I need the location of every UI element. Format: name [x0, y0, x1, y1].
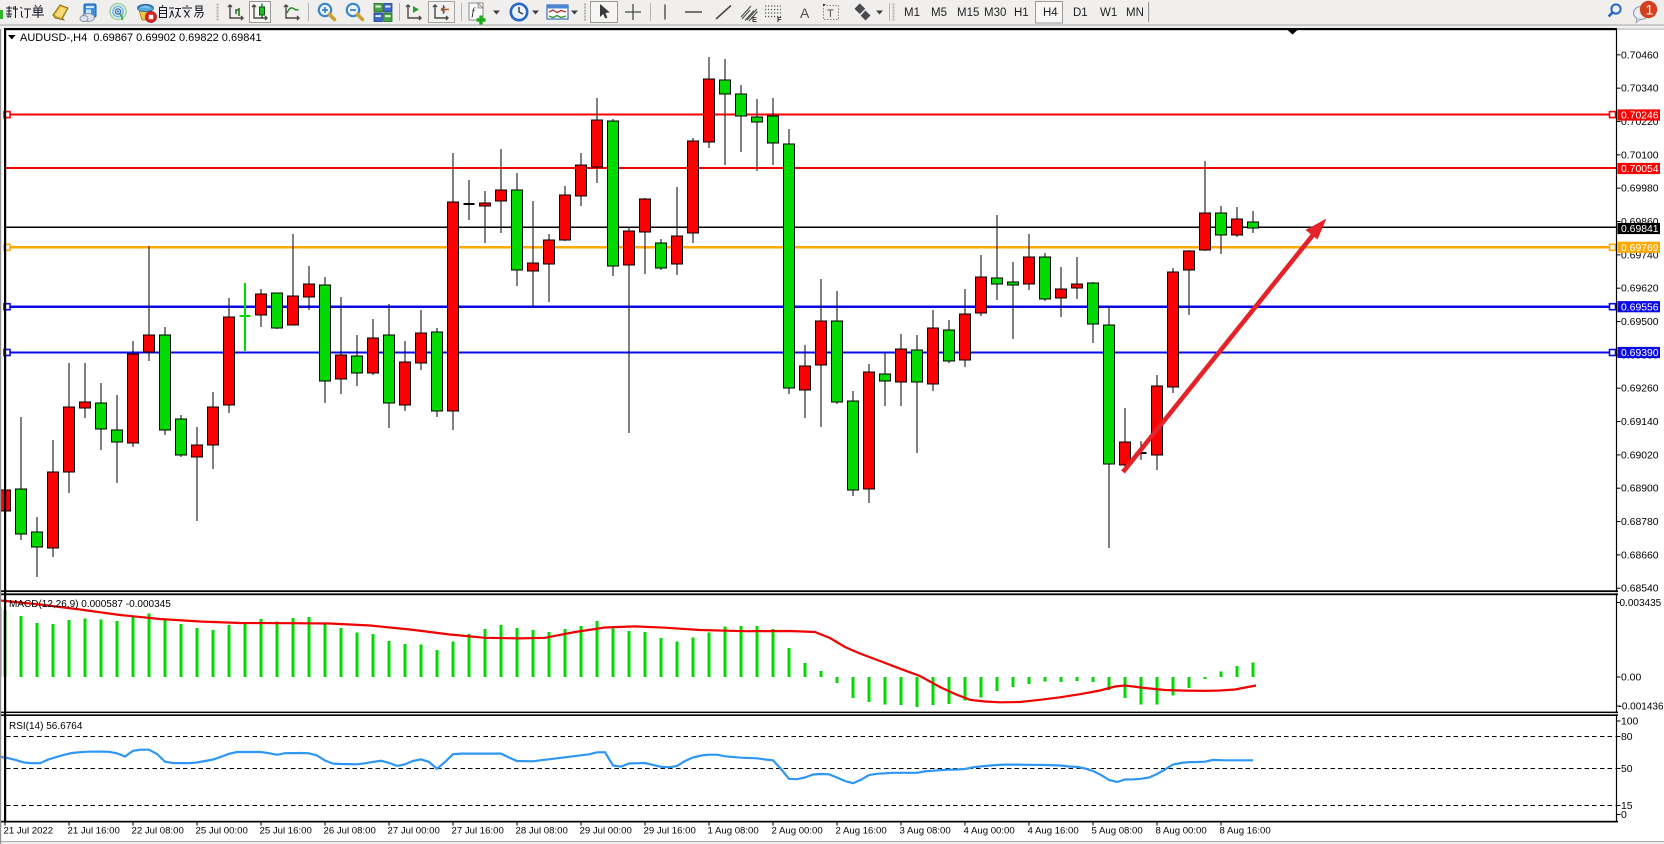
svg-text:26 Jul 08:00: 26 Jul 08:00 [324, 826, 376, 837]
svg-text:H4: H4 [1043, 7, 1058, 19]
svg-text:0.70460: 0.70460 [1621, 50, 1659, 61]
svg-text:4 Aug 00:00: 4 Aug 00:00 [964, 826, 1015, 837]
svg-text:8 Aug 16:00: 8 Aug 16:00 [1220, 826, 1271, 837]
svg-text:0.70246: 0.70246 [1621, 111, 1659, 122]
svg-text:25 Jul 00:00: 25 Jul 00:00 [196, 826, 248, 837]
svg-text:2 Aug 00:00: 2 Aug 00:00 [772, 826, 823, 837]
svg-text:22 Jul 08:00: 22 Jul 08:00 [132, 826, 184, 837]
svg-text:0.69620: 0.69620 [1621, 284, 1659, 295]
svg-text:AUDUSD-,H4 0.69867 0.69902 0.: AUDUSD-,H4 0.69867 0.69902 0.69822 0.698… [20, 32, 262, 44]
svg-text:15: 15 [1621, 801, 1633, 812]
svg-text:0.69841: 0.69841 [1621, 224, 1659, 235]
svg-text:M5: M5 [931, 7, 947, 19]
svg-text:F: F [777, 15, 782, 24]
svg-text:0.68540: 0.68540 [1621, 584, 1659, 595]
svg-text:0.69769: 0.69769 [1621, 243, 1659, 254]
svg-text:8 Aug 00:00: 8 Aug 00:00 [1156, 826, 1207, 837]
svg-text:0.69980: 0.69980 [1621, 184, 1659, 195]
svg-text:27 Jul 16:00: 27 Jul 16:00 [452, 826, 504, 837]
svg-text:M15: M15 [957, 7, 979, 19]
svg-text:0.69740: 0.69740 [1621, 250, 1659, 261]
svg-text:T: T [827, 8, 834, 20]
svg-text:MACD(12,26,9) 0.000587 -0.0003: MACD(12,26,9) 0.000587 -0.000345 [9, 599, 171, 610]
svg-text:0.68780: 0.68780 [1621, 517, 1659, 528]
svg-text:0.69556: 0.69556 [1621, 302, 1659, 313]
svg-text:1 Aug 08:00: 1 Aug 08:00 [708, 826, 759, 837]
svg-text:29 Jul 16:00: 29 Jul 16:00 [644, 826, 696, 837]
svg-text:1: 1 [1646, 2, 1654, 18]
svg-text:0.70100: 0.70100 [1621, 150, 1659, 161]
svg-text:E: E [752, 15, 757, 24]
svg-text:D1: D1 [1073, 7, 1088, 19]
svg-text:A: A [800, 5, 810, 21]
svg-text:4 Aug 16:00: 4 Aug 16:00 [1028, 826, 1079, 837]
svg-text:5 Aug 08:00: 5 Aug 08:00 [1092, 826, 1143, 837]
svg-text:0: 0 [1621, 810, 1627, 821]
svg-text:MN: MN [1126, 7, 1144, 19]
svg-text:80: 80 [1621, 732, 1633, 743]
svg-text:M1: M1 [904, 7, 920, 19]
svg-text:2 Aug 16:00: 2 Aug 16:00 [836, 826, 887, 837]
svg-text:21 Jul 2022: 21 Jul 2022 [4, 826, 54, 837]
svg-text:21 Jul 16:00: 21 Jul 16:00 [68, 826, 120, 837]
svg-text:0.70220: 0.70220 [1621, 117, 1659, 128]
svg-text:M30: M30 [984, 7, 1006, 19]
svg-text:100: 100 [1621, 717, 1639, 728]
svg-text:27 Jul 00:00: 27 Jul 00:00 [388, 826, 440, 837]
svg-text:0.70340: 0.70340 [1621, 84, 1659, 95]
svg-text:W1: W1 [1100, 7, 1117, 19]
svg-text:0.69390: 0.69390 [1621, 348, 1659, 359]
svg-text:-0.001436: -0.001436 [1619, 702, 1664, 713]
svg-text:0.68660: 0.68660 [1621, 550, 1659, 561]
svg-text:0.003435: 0.003435 [1620, 598, 1662, 609]
svg-text:0.69500: 0.69500 [1621, 317, 1659, 328]
svg-text:3 Aug 08:00: 3 Aug 08:00 [900, 826, 951, 837]
svg-text:0.68900: 0.68900 [1621, 484, 1659, 495]
svg-text:50: 50 [1621, 764, 1633, 775]
svg-text:28 Jul 08:00: 28 Jul 08:00 [516, 826, 568, 837]
svg-text:0.69860: 0.69860 [1621, 217, 1659, 228]
svg-text:RSI(14) 56.6764: RSI(14) 56.6764 [9, 721, 83, 732]
svg-text:0.69260: 0.69260 [1621, 384, 1659, 395]
svg-text:25 Jul 16:00: 25 Jul 16:00 [260, 826, 312, 837]
svg-text:H1: H1 [1014, 7, 1029, 19]
svg-text:f: f [472, 6, 477, 18]
svg-text:0.70054: 0.70054 [1621, 164, 1659, 175]
svg-text:29 Jul 00:00: 29 Jul 00:00 [580, 826, 632, 837]
svg-text:0.00: 0.00 [1621, 673, 1641, 684]
svg-text:0.69020: 0.69020 [1621, 450, 1659, 461]
svg-text:0.69140: 0.69140 [1621, 417, 1659, 428]
